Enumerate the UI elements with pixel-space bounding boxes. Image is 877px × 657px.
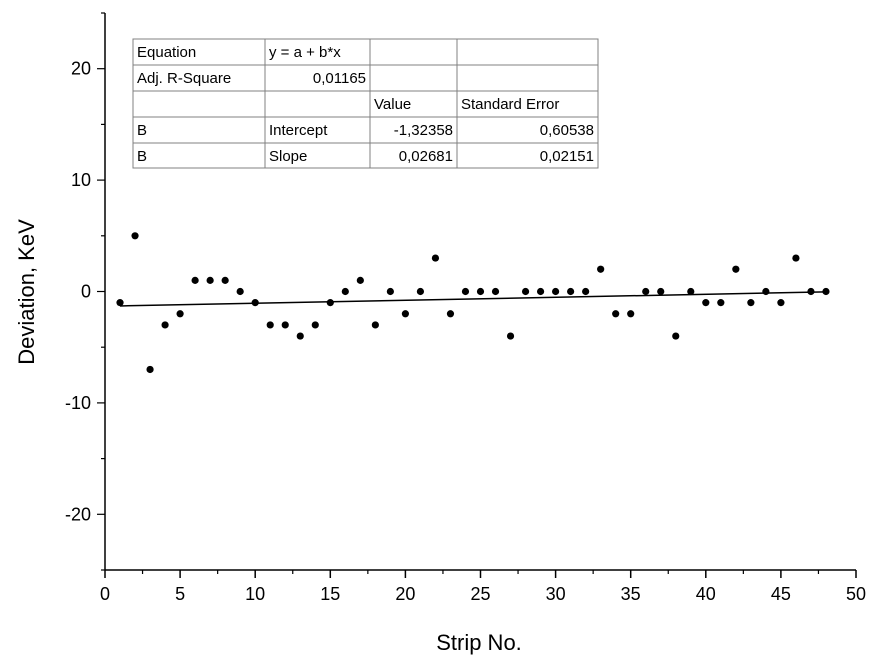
- y-tick-label: 10: [71, 170, 91, 190]
- data-point: [732, 265, 740, 273]
- table-cell: 0,60538: [540, 122, 594, 139]
- data-point: [491, 287, 500, 296]
- data-point: [792, 254, 800, 262]
- data-point: [777, 299, 785, 307]
- y-tick-label: 0: [81, 282, 91, 302]
- x-tick-label: 20: [395, 584, 415, 604]
- data-point: [176, 310, 184, 318]
- data-point: [807, 287, 815, 296]
- x-tick-label: 15: [320, 584, 340, 604]
- data-point: [612, 310, 620, 318]
- y-axis-label: Deviation, KeV: [14, 219, 39, 365]
- data-point: [521, 287, 530, 296]
- x-tick-label: 30: [546, 584, 566, 604]
- data-point: [431, 254, 440, 262]
- data-point: [401, 310, 409, 318]
- data-point: [296, 332, 304, 340]
- x-tick-label: 25: [470, 584, 490, 604]
- table-cell: Intercept: [269, 122, 328, 139]
- data-point: [582, 287, 590, 296]
- data-point: [161, 321, 169, 329]
- table-cell: Adj. R-Square: [137, 70, 231, 87]
- data-point: [206, 276, 214, 284]
- x-tick-label: 50: [846, 584, 866, 604]
- x-tick-label: 45: [771, 584, 791, 604]
- x-tick-label: 35: [621, 584, 641, 604]
- data-point: [266, 321, 274, 329]
- table-frame: [132, 38, 599, 169]
- data-point: [642, 287, 650, 296]
- table-cell: Equation: [137, 44, 196, 61]
- data-point: [221, 276, 229, 284]
- table-cell: B: [137, 122, 147, 139]
- fit-line: [120, 291, 826, 307]
- data-point: [687, 287, 695, 296]
- data-point: [116, 299, 124, 307]
- fit-line-layer: [120, 291, 826, 307]
- data-point: [702, 299, 710, 307]
- data-point: [386, 287, 394, 296]
- table-cell: Slope: [269, 148, 307, 165]
- table-cell: 0,02151: [540, 148, 594, 165]
- y-tick-label: -20: [65, 504, 91, 524]
- y-tick-label: 20: [71, 59, 91, 79]
- data-point: [506, 332, 515, 340]
- table-cell: B: [137, 148, 147, 165]
- table-cell: 0,01165: [313, 70, 366, 87]
- data-point: [446, 310, 455, 318]
- data-point: [552, 287, 560, 296]
- data-point: [597, 265, 605, 273]
- x-tick-label: 40: [696, 584, 716, 604]
- data-point: [476, 287, 485, 296]
- data-point: [371, 321, 379, 329]
- data-point: [191, 276, 199, 284]
- data-point: [567, 287, 575, 296]
- data-point: [627, 310, 635, 318]
- data-point: [146, 365, 154, 374]
- data-point: [657, 287, 665, 296]
- data-point: [461, 287, 470, 296]
- data-point: [251, 299, 259, 307]
- data-point: [326, 299, 334, 307]
- data-points: [116, 232, 830, 374]
- data-point: [356, 276, 364, 284]
- data-point: [311, 321, 319, 329]
- table-cell: Value: [374, 96, 411, 113]
- data-point: [717, 299, 725, 307]
- y-tick-label: -10: [65, 393, 91, 413]
- data-point: [131, 232, 139, 240]
- fit-results-table: Equation y = a + b*x Adj. R-Square 0,01165 V…: [132, 38, 599, 169]
- x-axis-label: Strip No.: [436, 630, 522, 655]
- data-point: [822, 287, 830, 296]
- x-tick-label: 5: [175, 584, 185, 604]
- data-point: [281, 321, 289, 329]
- x-tick-label: 0: [100, 584, 110, 604]
- data-point: [762, 287, 770, 296]
- data-point: [747, 299, 755, 307]
- data-point: [672, 332, 680, 340]
- table-cell: 0,02681: [399, 148, 453, 165]
- data-point: [341, 287, 349, 296]
- data-point: [416, 287, 425, 296]
- x-tick-label: 10: [245, 584, 265, 604]
- data-point: [536, 287, 545, 296]
- table-cell: -1,32358: [394, 122, 453, 139]
- data-point: [236, 287, 244, 296]
- axes: 0 5 10 15 20 25 30 35 40 45 50 -20 -10 0 10 20: [65, 12, 866, 604]
- table-cell: y = a + b*x: [269, 44, 341, 61]
- table-cell: Standard Error: [461, 96, 559, 113]
